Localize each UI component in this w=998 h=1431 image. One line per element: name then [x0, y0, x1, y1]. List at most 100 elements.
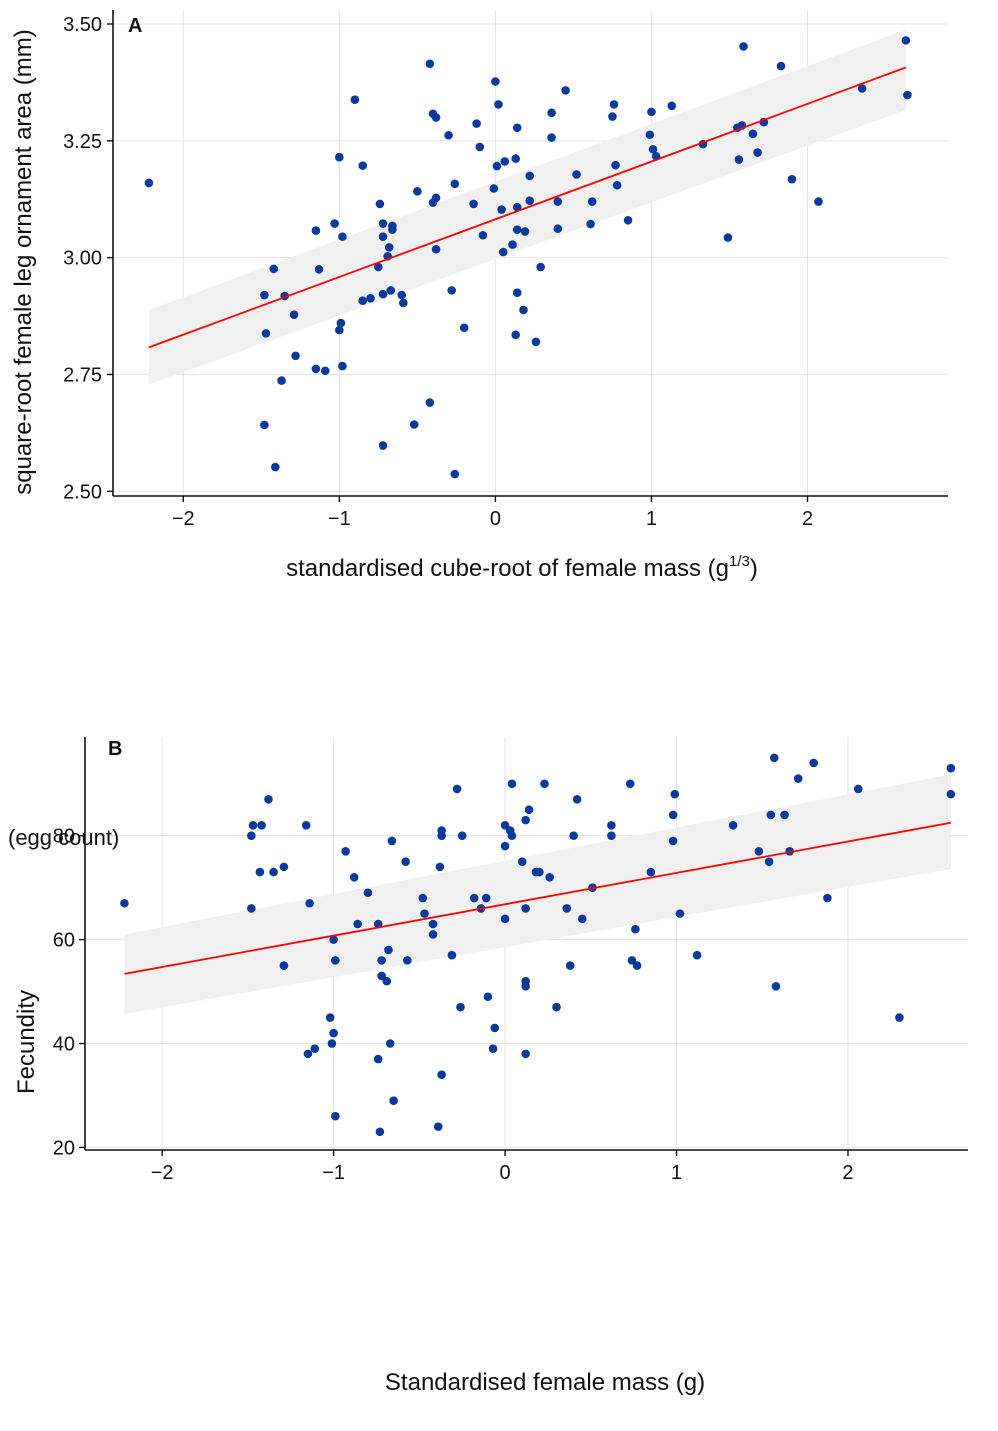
data-point [378, 289, 388, 299]
panel-a-points [144, 36, 912, 479]
data-point [771, 982, 781, 991]
x-tick-label: −1 [322, 1162, 345, 1184]
data-point [521, 815, 530, 825]
data-point [723, 233, 733, 242]
data-point [329, 1028, 338, 1038]
data-point [625, 779, 635, 789]
data-point [734, 155, 744, 164]
data-point [447, 950, 457, 960]
data-point [517, 857, 527, 866]
data-point [350, 95, 360, 105]
data-point [358, 296, 368, 305]
data-point [363, 888, 373, 898]
data-point [428, 930, 438, 939]
panel-b-points [120, 753, 956, 1137]
data-point [488, 1044, 498, 1053]
data-point [456, 1002, 465, 1012]
data-point [431, 113, 441, 122]
data-point [553, 224, 563, 233]
data-point [525, 196, 535, 205]
panel-a-fit-line [148, 66, 907, 349]
data-point [607, 821, 616, 830]
x-tick-label: −2 [172, 508, 195, 530]
data-point [497, 205, 506, 214]
data-point [311, 226, 321, 235]
data-point [388, 225, 397, 234]
x-tick-label: 0 [490, 508, 501, 530]
data-point [435, 862, 445, 872]
data-point [341, 846, 350, 856]
data-point [692, 950, 702, 960]
data-point [814, 197, 823, 206]
data-point [378, 219, 388, 228]
y-tick-label: 60 [53, 930, 75, 952]
data-point [277, 376, 286, 385]
data-point [475, 142, 485, 152]
data-point [823, 893, 832, 903]
data-point [472, 119, 481, 128]
data-point [374, 262, 383, 272]
y-tick-label: 20 [53, 1137, 75, 1159]
x-tick-label: 1 [646, 508, 657, 530]
data-point [577, 914, 587, 924]
panel-b-y-ticks: 20 40 60 80 [53, 826, 85, 1159]
data-point [500, 841, 510, 851]
panel-a-x-axis-title: standardised cube-root of female mass (g… [286, 553, 758, 582]
data-point [314, 265, 324, 274]
data-point [561, 86, 570, 95]
data-point [901, 36, 911, 45]
data-point [397, 290, 407, 300]
data-point [444, 130, 453, 140]
data-point [387, 836, 397, 846]
data-point [586, 219, 595, 229]
y-tick-label: 80 [53, 826, 75, 848]
data-point [645, 130, 655, 140]
data-point [511, 154, 520, 163]
panel-b: −2 −1 0 1 2 20 40 60 80 B (egg count) Standardi… [8, 737, 968, 1396]
x-tick-label: 2 [842, 1162, 853, 1184]
data-point [512, 225, 522, 234]
data-point [469, 199, 478, 209]
data-point [336, 318, 346, 328]
y-tick-label: 3.50 [63, 14, 102, 36]
data-point [507, 779, 517, 789]
data-point [565, 961, 575, 970]
data-point [264, 795, 273, 804]
data-point [519, 305, 528, 315]
data-point [260, 290, 269, 300]
data-point [540, 779, 549, 789]
panel-b-x-ticks: −2 −1 0 1 2 [151, 1150, 854, 1184]
panel-b-fit-line [124, 821, 952, 975]
data-point [437, 1070, 446, 1079]
data-point [623, 215, 633, 225]
panel-b-label: B [108, 738, 122, 760]
data-point [895, 1013, 904, 1022]
data-point [531, 337, 541, 347]
y-tick-label: 2.75 [63, 365, 102, 387]
data-point [303, 1049, 313, 1059]
y-tick-label: 2.50 [63, 481, 102, 503]
data-point [425, 59, 435, 69]
data-point [384, 945, 393, 955]
data-point [524, 805, 534, 815]
data-point [478, 230, 488, 240]
data-point [386, 286, 396, 295]
data-point [525, 171, 535, 181]
data-point [631, 924, 640, 934]
data-point [489, 184, 499, 193]
data-point [787, 174, 797, 184]
data-point [428, 198, 438, 207]
data-point [247, 831, 256, 841]
data-point [769, 753, 779, 763]
data-point [508, 240, 517, 249]
data-point [385, 1039, 395, 1048]
data-point [754, 846, 764, 856]
data-point [279, 862, 289, 872]
data-point [547, 133, 556, 142]
panel-a-x-axis-title-superscript: 1/3 [729, 553, 750, 570]
data-point [418, 893, 428, 903]
data-point [260, 420, 269, 430]
data-point [521, 982, 530, 991]
data-point [780, 810, 789, 820]
data-point [269, 867, 278, 877]
